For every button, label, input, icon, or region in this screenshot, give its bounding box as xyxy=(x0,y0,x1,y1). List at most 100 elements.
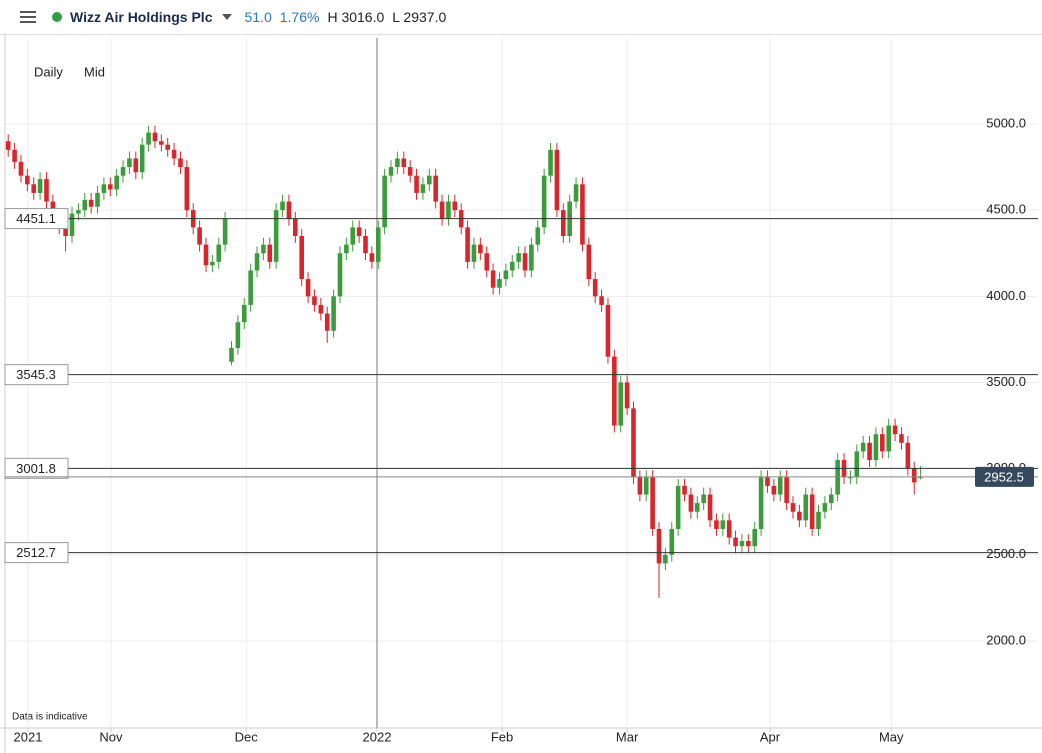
candle-body xyxy=(803,494,809,521)
candle-body xyxy=(784,477,789,504)
candle-body xyxy=(337,253,343,297)
candle-body xyxy=(918,476,923,479)
x-tick-label: 2021 xyxy=(14,729,43,744)
candle-body xyxy=(490,270,496,288)
status-dot xyxy=(52,12,62,22)
candle-body xyxy=(120,167,126,176)
candle-body xyxy=(682,485,687,495)
candle-body xyxy=(350,227,356,245)
candle-body xyxy=(886,425,891,452)
candle-body xyxy=(363,236,368,254)
candle-body xyxy=(433,175,438,202)
candle-body xyxy=(31,184,37,193)
candle-body xyxy=(720,520,726,529)
candle-body xyxy=(331,296,336,331)
y-tick-label: 4500.0 xyxy=(986,202,1026,217)
candle-body xyxy=(318,304,324,314)
instrument-title[interactable]: Wizz Air Holdings Plc xyxy=(70,9,213,25)
candle-body xyxy=(797,511,802,521)
candle-body xyxy=(592,279,598,297)
candle-body xyxy=(688,494,694,512)
candle-body xyxy=(816,511,821,529)
candle-body xyxy=(573,184,579,202)
candle-body xyxy=(107,184,113,190)
candle-body xyxy=(133,158,139,173)
chart: Daily Mid Data is indicative 2000.0 2500.… xyxy=(0,35,1042,753)
candle-body xyxy=(427,175,432,185)
candle-body xyxy=(758,477,764,529)
candle-body xyxy=(707,494,713,521)
candle-body xyxy=(452,201,458,211)
candle-body xyxy=(848,477,853,479)
candle-body xyxy=(771,485,777,495)
candle-body xyxy=(599,296,604,305)
candle-body xyxy=(631,408,636,478)
candle-body xyxy=(663,554,668,564)
menu-button[interactable] xyxy=(20,8,36,26)
candle-body xyxy=(612,356,617,426)
y-tick-label: 4000.0 xyxy=(986,288,1026,303)
candle-body xyxy=(777,477,783,495)
candle-body xyxy=(82,199,88,211)
level-label: 3001.8 xyxy=(16,461,56,476)
candle-body xyxy=(580,184,585,245)
candle-body xyxy=(446,201,451,219)
candle-body xyxy=(139,144,145,173)
candle-body xyxy=(899,434,904,443)
candle-body xyxy=(822,503,828,512)
candle-body xyxy=(165,144,170,150)
candle-body xyxy=(746,541,751,547)
candle-body xyxy=(178,158,183,168)
x-tick-label: May xyxy=(879,729,904,744)
candle-body xyxy=(516,253,521,262)
candle-body xyxy=(828,494,834,504)
candle-body xyxy=(733,537,738,547)
candle-body xyxy=(159,141,164,145)
candle-body xyxy=(293,218,298,237)
candle-body xyxy=(414,175,419,193)
candle-body xyxy=(25,175,30,185)
level-label: 3545.3 xyxy=(16,367,56,382)
candle-body xyxy=(101,184,107,193)
candle-body xyxy=(197,227,202,245)
candle-body xyxy=(586,244,592,280)
candle-body xyxy=(127,158,132,168)
candle-body xyxy=(375,227,381,262)
candle-body xyxy=(356,227,362,237)
candle-body xyxy=(407,167,413,176)
candle-body xyxy=(12,149,17,162)
candle-body xyxy=(273,210,279,262)
candle-body xyxy=(548,149,553,176)
candle-body xyxy=(114,175,119,190)
level-label-box xyxy=(4,457,69,479)
last-price-label: 2952.5 xyxy=(984,469,1024,484)
candle-body xyxy=(484,253,490,271)
candle-body xyxy=(439,201,445,219)
candle-body xyxy=(554,149,560,211)
candle-body xyxy=(471,244,477,262)
price-type-button[interactable]: Mid xyxy=(84,64,105,79)
candle-body xyxy=(522,253,528,271)
candle-body xyxy=(171,149,177,159)
header: Wizz Air Holdings Plc 51.0 1.76% H 3016.… xyxy=(0,0,1042,35)
candle-body xyxy=(892,425,898,435)
candle-body xyxy=(605,304,611,357)
candle-body xyxy=(420,184,426,193)
candle-body xyxy=(503,270,509,280)
candle-body xyxy=(280,201,285,211)
candle-body xyxy=(382,175,387,228)
x-tick-label: Dec xyxy=(235,729,259,744)
level-label: 2512.7 xyxy=(16,545,56,560)
candle-body xyxy=(5,141,11,150)
level-label: 4451.1 xyxy=(16,211,56,226)
candle-body xyxy=(714,520,719,529)
interval-button[interactable]: Daily xyxy=(34,64,63,79)
dropdown-caret[interactable] xyxy=(222,14,233,20)
candle-body xyxy=(809,494,815,529)
candle-body xyxy=(88,199,94,207)
candle-body xyxy=(184,167,190,211)
candle-body xyxy=(44,179,49,202)
candle-body xyxy=(229,348,234,362)
candle-body xyxy=(388,167,394,176)
